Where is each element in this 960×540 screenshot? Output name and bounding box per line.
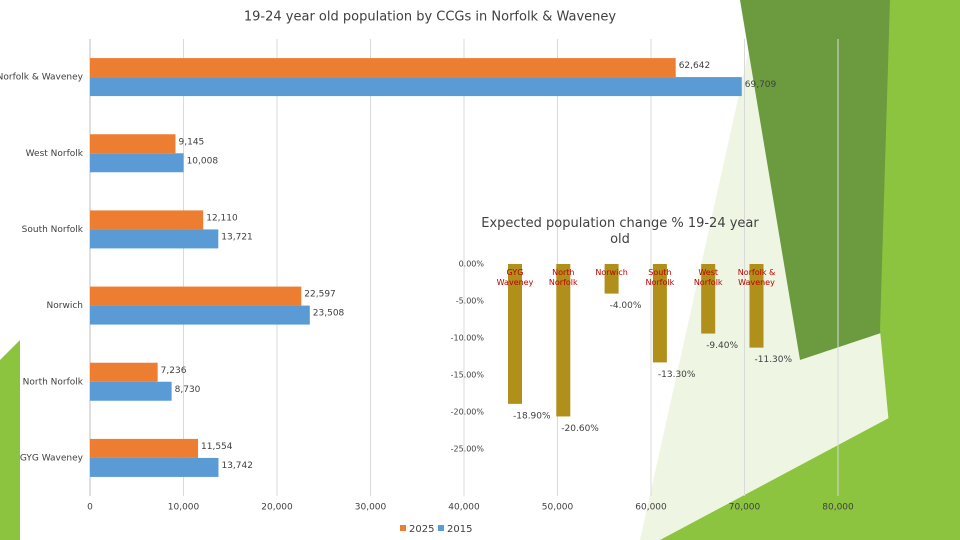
bar xyxy=(90,134,176,154)
x-tick-label: 70,000 xyxy=(729,503,761,513)
legend-swatch xyxy=(400,525,406,531)
bar xyxy=(90,286,302,306)
x-tick-label: 40,000 xyxy=(448,503,480,513)
decor xyxy=(660,380,960,540)
chart-title-box: Expected population change % 19-24 year … xyxy=(481,216,759,247)
x-tick-label: Norwich xyxy=(595,268,628,277)
value-label: 13,721 xyxy=(221,232,253,242)
value-label: 62,642 xyxy=(679,61,711,71)
value-label: 8,730 xyxy=(175,385,201,395)
y-tick-label: Norfolk & Waveney xyxy=(0,73,84,83)
bar xyxy=(90,362,158,382)
y-tick-label: GYG Waveney xyxy=(20,453,84,463)
bar xyxy=(90,305,310,325)
y-tick-label: -20.00% xyxy=(451,408,485,417)
value-label: -20.60% xyxy=(561,424,599,434)
legend-swatch xyxy=(438,525,444,531)
x-tick-label-box: South Norfolk xyxy=(645,268,675,287)
x-tick-label-box: GYG Waveney xyxy=(496,268,534,287)
value-label: -18.90% xyxy=(513,411,551,421)
x-tick-label-box: West Norfolk xyxy=(693,268,723,287)
x-tick-label-box: Norwich xyxy=(595,268,628,277)
value-label: -4.00% xyxy=(610,301,642,311)
x-tick-label: South Norfolk xyxy=(645,268,675,287)
value-label: -11.30% xyxy=(755,355,793,365)
bar xyxy=(556,264,571,417)
value-label: -9.40% xyxy=(706,341,738,351)
y-tick-label: -5.00% xyxy=(456,297,485,306)
x-tick-label: 80,000 xyxy=(822,503,854,513)
value-label: 13,742 xyxy=(221,461,253,471)
legend-label: 2025 xyxy=(409,524,434,535)
y-tick-label: South Norfolk xyxy=(22,225,84,235)
bar xyxy=(90,457,219,477)
bar xyxy=(90,77,742,97)
decor xyxy=(740,0,890,360)
x-tick-label: 30,000 xyxy=(355,503,387,513)
chart-title: Expected population change % 19-24 year … xyxy=(481,216,759,247)
value-label: 12,110 xyxy=(206,213,238,223)
y-tick-label: -10.00% xyxy=(451,334,485,343)
x-tick-label: 0 xyxy=(87,503,93,513)
bar xyxy=(90,438,199,458)
value-label: 10,008 xyxy=(187,156,219,166)
chart-title: 19-24 year old population by CCGs in Nor… xyxy=(244,10,617,25)
x-tick-label: 10,000 xyxy=(168,503,200,513)
x-tick-label: North Norfolk xyxy=(548,268,578,287)
value-label: 23,508 xyxy=(313,309,345,319)
y-tick-label: -25.00% xyxy=(451,445,485,454)
x-tick-label: GYG Waveney xyxy=(496,268,534,287)
y-tick-label: Norwich xyxy=(47,301,83,311)
value-label: 9,145 xyxy=(179,137,205,147)
y-tick-label: 0.00% xyxy=(459,260,485,269)
y-tick-label: North Norfolk xyxy=(23,377,84,387)
value-label: 11,554 xyxy=(201,442,233,452)
x-tick-label-box: Norfolk & Waveney xyxy=(737,268,776,287)
bar xyxy=(90,229,219,249)
bar xyxy=(90,153,184,173)
decor xyxy=(0,340,20,540)
bar xyxy=(652,264,667,363)
value-label: 69,709 xyxy=(745,80,777,90)
value-label: 22,597 xyxy=(304,290,336,300)
x-tick-label: 20,000 xyxy=(261,503,293,513)
x-tick-label: 50,000 xyxy=(542,503,574,513)
bar xyxy=(90,58,676,78)
y-tick-label: West Norfolk xyxy=(26,149,84,159)
value-label: -13.30% xyxy=(658,370,696,380)
bar xyxy=(701,264,716,334)
bar xyxy=(604,264,619,294)
x-tick-label-box: North Norfolk xyxy=(548,268,578,287)
legend-label: 2015 xyxy=(447,524,472,535)
value-label: 7,236 xyxy=(161,366,187,376)
bar xyxy=(749,264,764,348)
x-tick-label: West Norfolk xyxy=(693,268,723,287)
x-tick-label: Norfolk & Waveney xyxy=(737,268,776,287)
bar xyxy=(90,210,204,230)
bar xyxy=(90,381,172,401)
bar xyxy=(508,264,522,404)
x-tick-label: 60,000 xyxy=(635,503,667,513)
y-tick-label: -15.00% xyxy=(451,371,485,380)
